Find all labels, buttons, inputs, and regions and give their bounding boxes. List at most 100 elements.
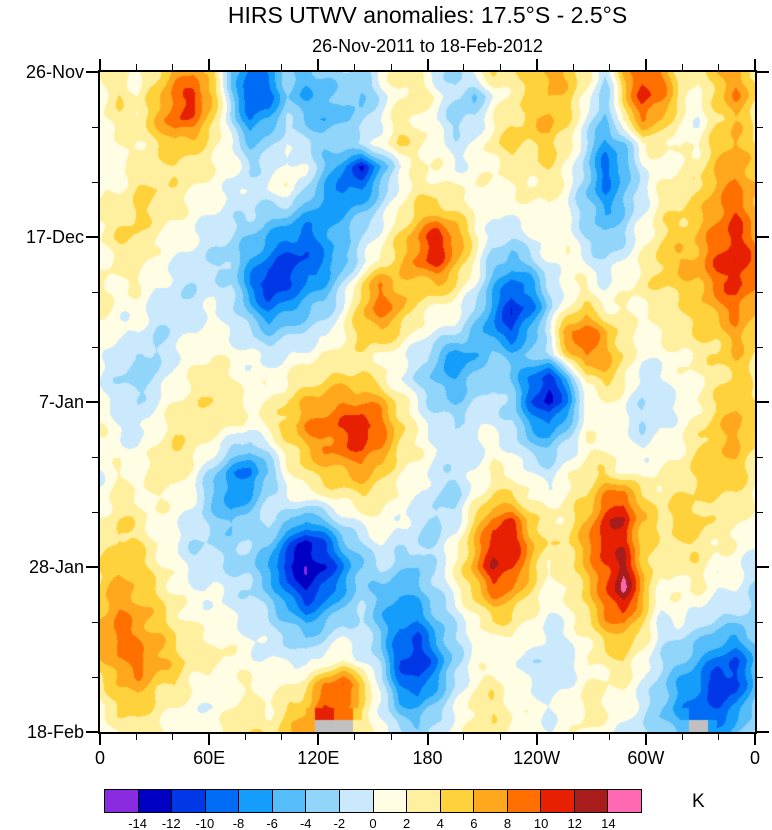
y-minor-tick-right (757, 346, 763, 348)
x-major-tick-bottom (99, 734, 101, 745)
y-major-tick-left (86, 401, 98, 403)
x-minor-tick-top (681, 64, 683, 70)
x-major-tick-top (644, 59, 647, 70)
x-axis-tick-label: 60E (193, 748, 226, 768)
y-major-tick-right (757, 71, 769, 73)
y-axis-tick-label: 7-Jan (38, 392, 84, 412)
colorbar-level-label: 14 (601, 816, 616, 830)
x-minor-tick-top (608, 64, 610, 70)
x-minor-tick-bottom (499, 734, 501, 740)
colorbar-segment (272, 790, 307, 812)
colorbar-level-label: 0 (369, 816, 377, 830)
colorbar (104, 789, 642, 813)
y-minor-tick-left (92, 346, 98, 348)
colorbar-segment (574, 790, 609, 812)
y-major-tick-right (757, 731, 769, 733)
x-major-tick-bottom (317, 734, 320, 745)
x-minor-tick-top (390, 64, 392, 70)
y-major-tick-left (86, 71, 98, 73)
x-axis-tick-label: 0 (94, 748, 106, 768)
x-major-tick-bottom (208, 734, 211, 745)
y-minor-tick-left (92, 456, 98, 458)
x-major-tick-bottom (426, 734, 429, 745)
x-minor-tick-top (135, 64, 137, 70)
x-major-tick-top (754, 59, 756, 70)
plot-frame (98, 70, 757, 734)
y-minor-tick-right (757, 511, 763, 513)
colorbar-segment (138, 790, 173, 812)
y-minor-tick-left (92, 676, 98, 678)
x-minor-tick-bottom (681, 734, 683, 740)
colorbar-tick-labels: -14 -12 -10 -8 -6 -4 -2 0 2 4 6 8 10 12 14 (104, 816, 642, 830)
y-minor-tick-left (92, 181, 98, 183)
x-minor-tick-top (499, 64, 501, 70)
x-axis-tick-label: 60W (627, 748, 665, 768)
y-minor-tick-left (92, 511, 98, 513)
x-axis-tick-label: 120W (513, 748, 561, 768)
x-major-tick-bottom (754, 734, 756, 745)
colorbar-level-label: -12 (161, 816, 181, 830)
x-minor-tick-bottom (281, 734, 283, 740)
x-axis-tick-label: 0 (749, 748, 761, 768)
x-minor-tick-bottom (245, 734, 247, 740)
y-minor-tick-right (757, 181, 763, 183)
chart-title: HIRS UTWV anomalies: 17.5°S - 2.5°S (227, 2, 628, 28)
y-minor-tick-right (757, 676, 763, 678)
colorbar-level-label: 10 (533, 816, 549, 830)
x-major-tick-top (317, 59, 320, 70)
colorbar-segment (339, 790, 374, 812)
y-axis-tick-label: 28-Jan (28, 557, 84, 577)
y-minor-tick-right (757, 621, 763, 623)
colorbar-unit-label: K (692, 791, 705, 812)
x-major-tick-top (426, 59, 429, 70)
x-minor-tick-top (354, 64, 356, 70)
y-axis-tick-label: 17-Dec (25, 227, 84, 247)
x-minor-tick-top (245, 64, 247, 70)
colorbar-level-label: -10 (195, 816, 215, 830)
x-minor-tick-top (281, 64, 283, 70)
x-minor-tick-top (172, 64, 174, 70)
colorbar-segment (373, 790, 408, 812)
x-minor-tick-bottom (172, 734, 174, 740)
colorbar-segment (407, 790, 441, 812)
x-minor-tick-bottom (718, 734, 720, 740)
colorbar-level-label: -8 (232, 816, 245, 830)
colorbar-segment (474, 790, 508, 812)
x-major-tick-bottom (535, 734, 538, 745)
y-minor-tick-right (757, 126, 763, 128)
y-axis-tick-label: 26-Nov (25, 62, 84, 82)
x-minor-tick-bottom (463, 734, 465, 740)
x-major-tick-bottom (644, 734, 647, 745)
colorbar-level-label: -4 (299, 816, 312, 830)
colorbar-level-label: -14 (128, 816, 148, 830)
x-minor-tick-top (718, 64, 720, 70)
y-major-tick-right (757, 566, 769, 568)
anomaly-heatmap-canvas (100, 72, 755, 732)
x-minor-tick-bottom (135, 734, 137, 740)
x-minor-tick-bottom (572, 734, 574, 740)
chart-subtitle: 26-Nov-2011 to 18-Feb-2012 (312, 36, 543, 56)
colorbar-level-label: -2 (333, 816, 346, 830)
x-minor-tick-bottom (390, 734, 392, 740)
colorbar-level-label: 2 (403, 816, 411, 830)
colorbar-level-label: 4 (436, 816, 444, 830)
colorbar-segment (608, 790, 641, 812)
y-major-tick-left (86, 731, 98, 733)
colorbar-segment (507, 790, 542, 812)
y-major-tick-right (757, 401, 769, 403)
x-axis-tick-label: 120E (297, 748, 340, 768)
x-minor-tick-bottom (354, 734, 356, 740)
colorbar-segment (306, 790, 340, 812)
colorbar-segment (541, 790, 575, 812)
colorbar-segment (172, 790, 206, 812)
y-major-tick-right (757, 236, 769, 238)
colorbar-segment (440, 790, 475, 812)
x-major-tick-top (99, 59, 101, 70)
colorbar-segment (105, 790, 139, 812)
x-minor-tick-top (572, 64, 574, 70)
x-axis-tick-label: 180 (412, 748, 443, 768)
colorbar-segment (239, 790, 273, 812)
x-minor-tick-bottom (608, 734, 610, 740)
y-minor-tick-right (757, 291, 763, 293)
